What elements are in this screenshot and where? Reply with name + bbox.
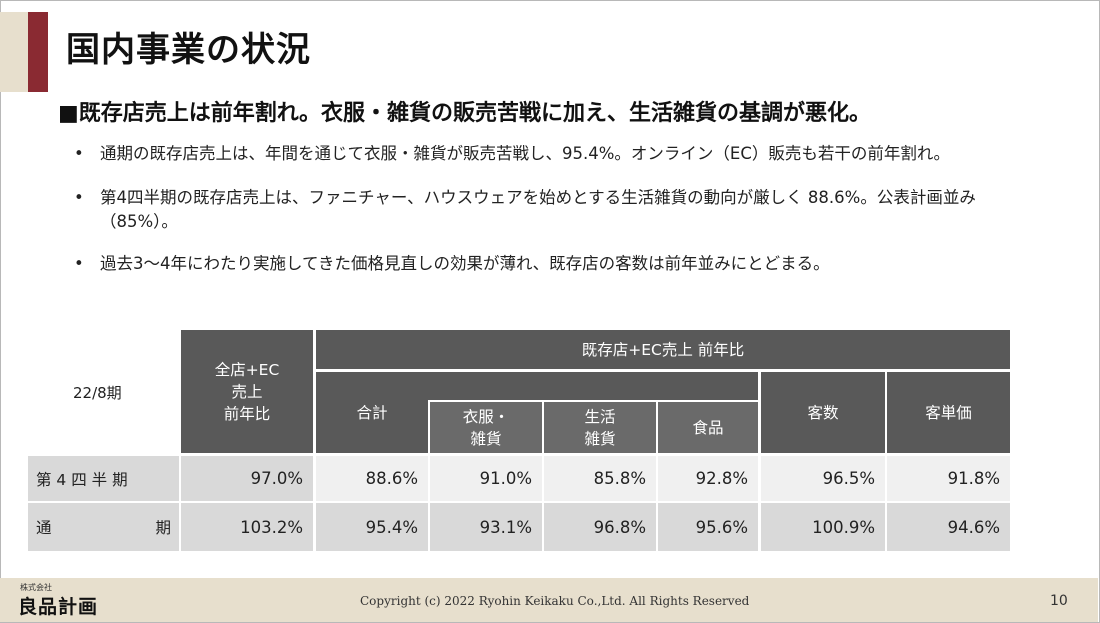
table-cell: 103.2% [181,503,313,551]
slide-title: 国内事業の状況 [66,30,311,70]
header-existing-group: 既存店+EC売上 前年比 [316,330,1010,369]
table-cell: 100.9% [761,503,885,551]
company-logo: 良品計画 [18,596,99,618]
table-cell: 93.1% [430,503,542,551]
copyright-text: Copyright (c) 2022 Ryohin Keikaku Co.,Lt… [360,594,750,608]
header-clothing-line: 衣服・ [462,407,510,426]
bullet-marker: • [74,188,84,207]
table-cell: 94.6% [887,503,1010,551]
bullet-item: • 第4四半期の既存店売上は、ファニチャー、ハウスウェアを始めとする生活雑貨の動… [68,186,1053,234]
bullet-list: • 通期の既存店売上は、年間を通じて衣服・雑貨が販売苦戦し、95.4%。オンライ… [68,142,1053,296]
header-clothing: 衣服・ 雑貨 [430,402,542,453]
bullet-text: 第4四半期の既存店売上は、ファニチャー、ハウスウェアを始めとする生活雑貨の動向が… [100,188,976,231]
table-cell: 96.5% [761,456,885,501]
header-all-line: 売上 [231,382,263,401]
header-living-line: 雑貨 [584,429,616,448]
row-label-q4: 第 4 四 半 期 [28,456,179,501]
row-label-right: 期 [155,519,171,537]
row-label-left: 通 [36,519,52,537]
header-all-line: 全店+EC [214,360,280,379]
title-accent-bar [28,12,48,92]
footer-band [0,578,1098,622]
page-number: 10 [1050,593,1068,609]
bullet-item: • 過去3～4年にわたり実施してきた価格見直しの効果が薄れ、既存店の客数は前年並… [68,252,1053,276]
bullet-text: 過去3～4年にわたり実施してきた価格見直しの効果が薄れ、既存店の客数は前年並みに… [100,254,830,273]
logo-caption: 株式会社 [20,583,52,592]
header-clothing-line: 雑貨 [470,429,502,448]
table-cell: 91.8% [887,456,1010,501]
table-cell: 97.0% [181,456,313,501]
header-living: 生活 雑貨 [544,402,656,453]
header-living-line: 生活 [584,407,616,426]
period-label: 22/8期 [73,384,122,402]
header-all-stores: 全店+EC 売上 前年比 [181,330,313,453]
header-customers: 客数 [761,372,885,453]
sales-table: 22/8期 全店+EC 売上 前年比 既存店+EC売上 前年比 合計 衣服・ 雑… [28,330,1012,552]
table-cell: 95.6% [658,503,758,551]
bullet-marker: • [74,254,84,273]
table-cell: 95.4% [316,503,428,551]
table-cell: 85.8% [544,456,656,501]
table-cell: 92.8% [658,456,758,501]
bullet-text: 通期の既存店売上は、年間を通じて衣服・雑貨が販売苦戦し、95.4%。オンライン（… [100,144,951,163]
header-all-line: 前年比 [223,404,271,423]
bullet-item: • 通期の既存店売上は、年間を通じて衣服・雑貨が販売苦戦し、95.4%。オンライ… [68,142,1053,166]
slide-headline: ■既存店売上は前年割れ。衣服・雑貨の販売苦戦に加え、生活雑貨の基調が悪化。 [58,101,872,126]
table-cell: 96.8% [544,503,656,551]
row-label-full-year: 通 期 [28,503,179,551]
header-total: 合計 [316,372,428,453]
header-food: 食品 [658,402,758,453]
bullet-marker: • [74,144,84,163]
table-cell: 88.6% [316,456,428,501]
header-unit-price: 客単価 [887,372,1010,453]
table-cell: 91.0% [430,456,542,501]
